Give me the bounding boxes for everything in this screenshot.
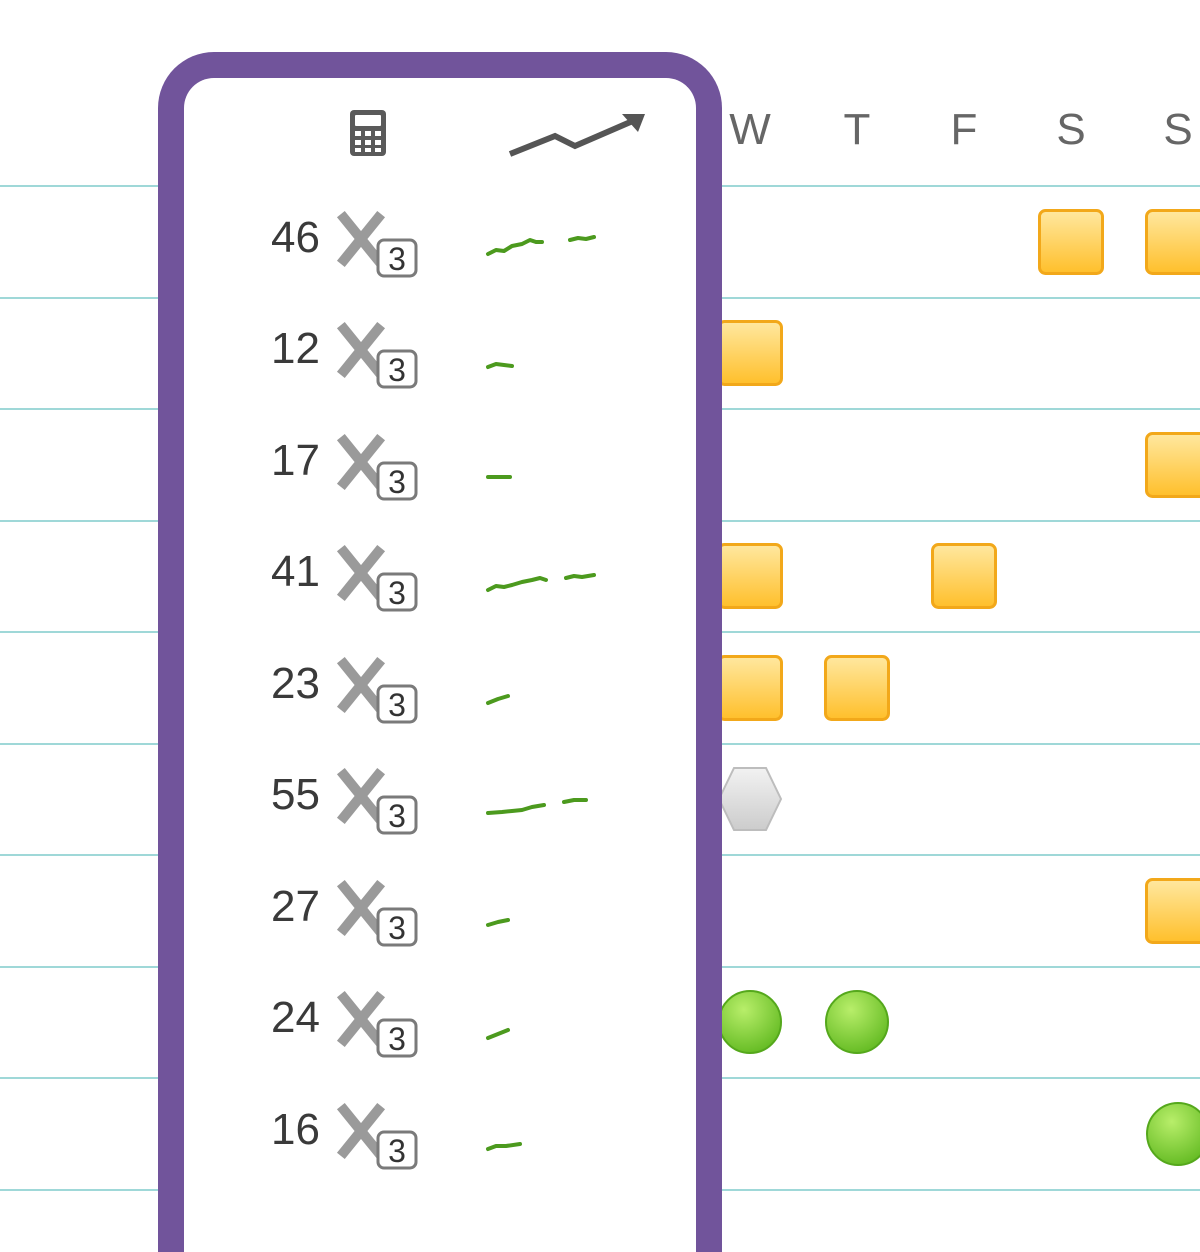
row-count: 16	[236, 1104, 320, 1156]
square-mark-icon[interactable]	[1145, 878, 1200, 944]
row-count: 46	[236, 212, 320, 264]
multiplier-value: 3	[388, 687, 406, 723]
row-count: 41	[236, 546, 320, 598]
multiplier-value: 3	[388, 1021, 406, 1057]
row-count: 24	[236, 992, 320, 1044]
multiplier-x-icon[interactable]: 3	[334, 544, 426, 614]
row-count: 12	[236, 323, 320, 375]
day-header-0: W	[720, 104, 780, 156]
day-header-2: F	[934, 104, 994, 156]
circle-mark-icon[interactable]	[717, 989, 783, 1055]
multiplier-x-icon[interactable]: 3	[334, 767, 426, 837]
circle-mark-icon[interactable]	[1145, 1101, 1200, 1167]
row-count: 27	[236, 881, 320, 933]
multiplier-value: 3	[388, 352, 406, 388]
multiplier-x-icon[interactable]: 3	[334, 433, 426, 503]
square-mark-icon[interactable]	[1145, 432, 1200, 498]
row-count: 23	[236, 658, 320, 710]
sparkline	[482, 781, 612, 831]
square-mark-icon[interactable]	[824, 655, 890, 721]
hexagon-mark-icon[interactable]	[717, 766, 783, 832]
trend-arrow-icon[interactable]	[500, 104, 650, 164]
multiplier-x-icon[interactable]: 3	[334, 321, 426, 391]
multiplier-value: 3	[388, 575, 406, 611]
sparkline	[482, 893, 612, 943]
row-count: 55	[236, 769, 320, 821]
day-header-4: S	[1148, 104, 1200, 156]
sparkline	[482, 670, 612, 720]
multiplier-value: 3	[388, 1133, 406, 1169]
day-header-3: S	[1041, 104, 1101, 156]
sparkline	[482, 1004, 612, 1054]
square-mark-icon[interactable]	[1145, 209, 1200, 275]
square-mark-icon[interactable]	[717, 655, 783, 721]
multiplier-value: 3	[388, 798, 406, 834]
multiplier-value: 3	[388, 910, 406, 946]
multiplier-x-icon[interactable]: 3	[334, 990, 426, 1060]
sparkline	[482, 447, 612, 497]
multiplier-x-icon[interactable]: 3	[334, 879, 426, 949]
multiplier-x-icon[interactable]: 3	[334, 656, 426, 726]
sparkline	[482, 224, 612, 274]
sparkline	[482, 335, 612, 385]
multiplier-x-icon[interactable]: 3	[334, 1102, 426, 1172]
square-mark-icon[interactable]	[931, 543, 997, 609]
multiplier-value: 3	[388, 464, 406, 500]
multiplier-x-icon[interactable]: 3	[334, 210, 426, 280]
multiplier-value: 3	[388, 241, 406, 277]
circle-mark-icon[interactable]	[824, 989, 890, 1055]
square-mark-icon[interactable]	[1038, 209, 1104, 275]
day-header-1: T	[827, 104, 887, 156]
sparkline	[482, 558, 612, 608]
square-mark-icon[interactable]	[717, 543, 783, 609]
row-count: 17	[236, 435, 320, 487]
sparkline	[482, 1116, 612, 1166]
calculator-icon[interactable]	[344, 108, 392, 158]
square-mark-icon[interactable]	[717, 320, 783, 386]
